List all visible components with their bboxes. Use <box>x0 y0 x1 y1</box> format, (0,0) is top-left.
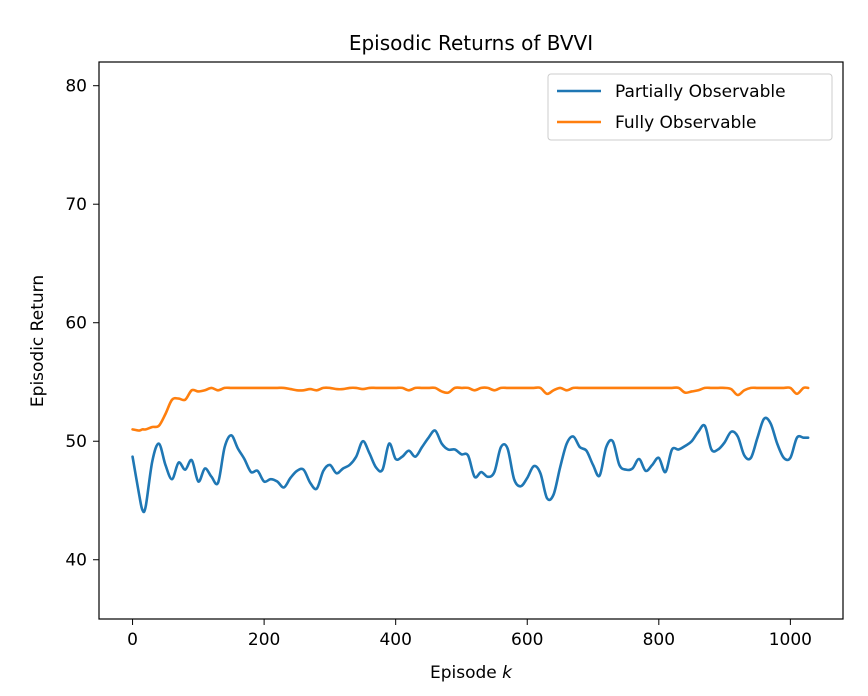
y-tick-label: 70 <box>65 195 87 215</box>
x-tick-label: 0 <box>127 630 138 650</box>
axis-ticks: 0 200 400 600 800 1000 40 50 60 70 80 <box>65 77 812 650</box>
legend-box <box>547 73 833 141</box>
x-axis-label-text: Episode <box>430 663 497 683</box>
chart-title: Episodic Returns of BVVI <box>349 31 593 55</box>
plot-frame <box>98 61 844 620</box>
y-tick-label: 40 <box>65 551 87 571</box>
series-layer <box>131 386 810 514</box>
x-axis-label-var: k <box>502 663 513 683</box>
series-line-fully-observable <box>131 386 810 432</box>
x-tick-label: 1000 <box>769 630 812 650</box>
x-tick-label: 400 <box>379 630 411 650</box>
legend-label-fully-observable: Fully Observable <box>615 113 756 133</box>
legend: Partially Observable Fully Observable <box>547 73 833 141</box>
y-tick-label: 50 <box>65 432 87 452</box>
y-tick-label: 80 <box>65 77 87 97</box>
x-tick-label: 800 <box>643 630 675 650</box>
plot-area <box>99 62 843 619</box>
x-tick-label: 600 <box>511 630 543 650</box>
x-axis-label: Episode k <box>430 663 513 683</box>
y-tick-label: 60 <box>65 314 87 334</box>
y-axis-label: Episodic Return <box>28 275 48 407</box>
x-tick-label: 200 <box>248 630 280 650</box>
legend-label-partially-observable: Partially Observable <box>615 82 786 102</box>
series-line-partially-observable <box>131 416 810 514</box>
